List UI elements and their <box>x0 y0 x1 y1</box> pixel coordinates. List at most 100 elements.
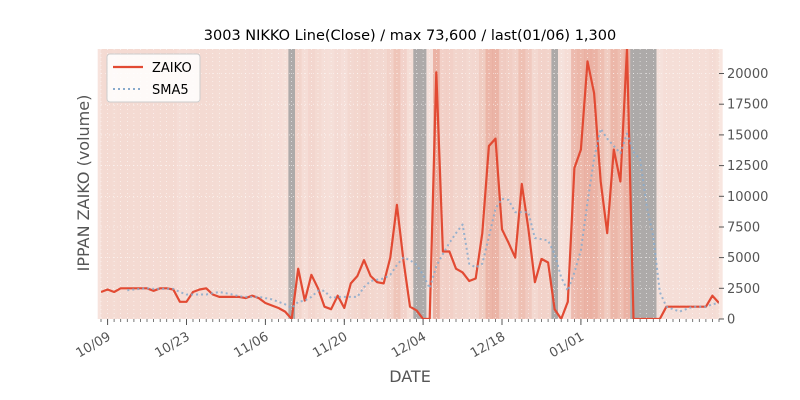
volume-band <box>446 49 454 319</box>
x-tick-label: 12/04 <box>389 329 429 361</box>
volume-band <box>130 49 138 319</box>
volume-band <box>531 49 539 319</box>
volume-band <box>229 49 237 319</box>
volume-band <box>584 49 592 319</box>
volume-band <box>104 49 112 319</box>
volume-band <box>479 49 486 319</box>
volume-band <box>603 49 611 319</box>
volume-band <box>117 49 125 319</box>
y-tick-label: 5000 <box>727 251 760 266</box>
volume-band <box>354 49 362 319</box>
volume-band <box>262 49 270 319</box>
volume-band <box>281 49 289 319</box>
volume-band <box>557 49 565 319</box>
y-tick-label: 7500 <box>727 221 760 236</box>
y-tick-label: 10000 <box>727 190 768 205</box>
series-layer <box>101 49 719 319</box>
series-line-zaiko <box>101 49 719 319</box>
volume-band <box>367 49 375 319</box>
volume-band <box>452 49 460 319</box>
volume-band <box>525 49 533 319</box>
volume-band <box>387 49 394 319</box>
x-tick-label: 01/01 <box>547 329 587 361</box>
volume-band <box>465 49 473 319</box>
volume-band <box>610 49 618 319</box>
volume-band <box>505 49 513 319</box>
y-tick-label: 15000 <box>727 128 768 143</box>
volume-band <box>715 49 723 319</box>
y-tick-label: 0 <box>727 313 735 328</box>
volume-band <box>669 49 677 319</box>
volume-band <box>360 49 368 319</box>
legend-sma5-label: SMA5 <box>152 83 189 98</box>
volume-band <box>406 49 414 319</box>
y-tick-label: 17500 <box>727 98 768 113</box>
chart-title: 3003 NIKKO Line(Close) / max 73,600 / la… <box>204 28 616 44</box>
volume-band <box>617 49 625 319</box>
volume-band <box>577 49 585 319</box>
x-tick-label: 11/20 <box>310 329 350 361</box>
volume-band <box>301 49 309 319</box>
volume-band <box>393 49 401 319</box>
volume-band <box>663 49 671 319</box>
volume-band <box>623 49 631 319</box>
volume-band <box>209 49 217 319</box>
y-axis-label: IPPAN ZAIKO (volume) <box>74 95 93 272</box>
volume-band <box>400 49 408 319</box>
volume-band <box>170 49 177 319</box>
volume-band <box>110 49 118 319</box>
volume-band <box>163 49 171 319</box>
volume-band <box>498 49 506 319</box>
x-axis-label: DATE <box>389 367 431 386</box>
x-tick-label: 10/09 <box>74 329 114 361</box>
y-tick-label: 20000 <box>727 67 768 82</box>
volume-band <box>702 49 710 319</box>
volume-band <box>426 49 434 319</box>
volume-band <box>308 49 316 319</box>
series-line-sma5 <box>127 127 719 313</box>
x-tick-label: 11/06 <box>231 329 271 361</box>
volume-band <box>656 49 664 319</box>
x-tick-label: 12/18 <box>468 329 508 361</box>
volume-band <box>216 49 224 319</box>
volume-band <box>472 49 480 319</box>
volume-band <box>176 49 184 319</box>
volume-band <box>347 49 355 319</box>
volume-band <box>564 49 572 319</box>
volume-band <box>242 49 250 319</box>
legend: ZAIKO SMA5 <box>106 53 201 103</box>
volume-band <box>439 49 447 319</box>
volume-band <box>196 49 204 319</box>
volume-band <box>590 49 598 319</box>
volume-band <box>314 49 322 319</box>
volume-band <box>373 49 381 319</box>
gap-band <box>551 49 558 319</box>
volume-band <box>124 49 131 319</box>
volume-band <box>492 49 500 319</box>
gap-band <box>288 49 295 319</box>
y-tick-label: 2500 <box>727 282 760 297</box>
volume-band <box>676 49 684 319</box>
legend-zaiko-label: ZAIKO <box>152 61 192 76</box>
volume-band <box>341 49 348 319</box>
volume-band <box>255 49 263 319</box>
volume-band <box>275 49 283 319</box>
volume-band <box>334 49 342 319</box>
volume-band <box>327 49 335 319</box>
volume-band <box>689 49 697 319</box>
volume-band <box>321 49 329 319</box>
volume-band <box>189 49 197 319</box>
volume-band <box>235 49 243 319</box>
volume-band <box>183 49 191 319</box>
volume-band <box>511 49 519 319</box>
volume-band <box>97 49 105 319</box>
volume-band <box>544 49 552 319</box>
volume-band <box>380 49 388 319</box>
volume-band <box>222 49 230 319</box>
volume-band <box>248 49 256 319</box>
y-tick-label: 12500 <box>727 159 768 174</box>
volume-band <box>433 49 440 319</box>
volume-band <box>202 49 210 319</box>
gap-band <box>630 49 657 319</box>
